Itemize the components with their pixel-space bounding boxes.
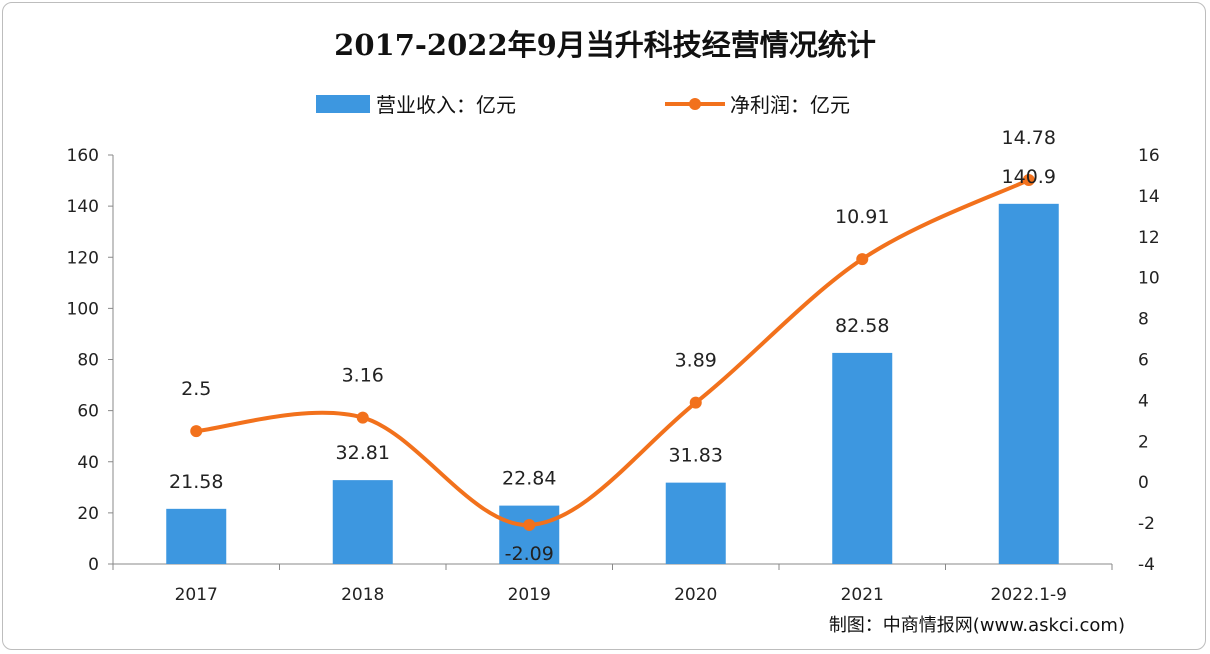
legend-line-label: 净利润：亿元 <box>730 93 850 117</box>
bar-2017 <box>166 508 227 564</box>
line-point-2020 <box>689 396 702 409</box>
x-tick-label: 2022.1-9 <box>991 585 1067 605</box>
bar-2018 <box>332 480 393 564</box>
y-right-tick-label: 8 <box>1138 310 1149 330</box>
source-note: 制图：中商情报网(www.askci.com) <box>829 615 1125 636</box>
net-profit-line <box>196 178 1030 527</box>
line-value-label: 3.89 <box>675 350 717 372</box>
y-right-tick-label: 4 <box>1138 391 1149 411</box>
bar-value-label: 21.58 <box>169 471 223 493</box>
legend: 营业收入：亿元 净利润：亿元 <box>316 93 850 117</box>
y-left-tick-label: 40 <box>77 453 99 473</box>
x-tick-label: 2017 <box>175 585 218 605</box>
y-right-tick-label: 16 <box>1138 146 1160 166</box>
y-left-tick-label: 160 <box>67 146 99 166</box>
y-right-tick-label: 2 <box>1138 432 1149 452</box>
bar-value-label: 31.83 <box>669 445 723 467</box>
legend-line-marker <box>689 98 701 110</box>
y-right-tick-label: 14 <box>1138 187 1160 207</box>
bar-value-label: 32.81 <box>336 442 390 464</box>
line-value-label: 2.5 <box>181 378 211 400</box>
y-left-tick-label: 80 <box>77 351 99 371</box>
line-point-2018 <box>356 411 369 424</box>
x-tick-label: 2018 <box>341 585 384 605</box>
y-right-tick-label: 0 <box>1138 473 1149 493</box>
x-tick-label: 2021 <box>841 585 884 605</box>
line-point-2019 <box>523 518 536 531</box>
y-left-tick-label: 140 <box>67 197 99 217</box>
y-right-tick-label: -4 <box>1138 555 1155 575</box>
bar-value-label: 140.9 <box>1002 166 1056 188</box>
y-right-tick-label: 6 <box>1138 351 1149 371</box>
bar-2022.1-9 <box>998 203 1059 564</box>
y-left-tick-label: 60 <box>77 402 99 422</box>
y-left-tick-label: 0 <box>88 555 99 575</box>
line-point-2017 <box>190 425 203 438</box>
y-right-tick-label: 12 <box>1138 228 1160 248</box>
y-right-tick-label: 10 <box>1138 269 1160 289</box>
line-value-label: 3.16 <box>342 365 384 387</box>
line-value-label: 10.91 <box>835 206 889 228</box>
y-left-tick-label: 120 <box>67 248 99 268</box>
y-right-tick-label: -2 <box>1138 514 1155 534</box>
chart-title: 2017-2022年9月当升科技经营情况统计 <box>334 28 876 62</box>
x-tick-label: 2020 <box>674 585 717 605</box>
line-value-label: 14.78 <box>1002 127 1056 149</box>
bar-2019 <box>499 505 560 564</box>
bar-value-label: 82.58 <box>835 315 889 337</box>
x-tick-label: 2019 <box>508 585 551 605</box>
bar-2020 <box>665 482 726 564</box>
line-point-2022.1-9 <box>1022 173 1035 186</box>
y-left-tick-label: 20 <box>77 504 99 524</box>
line-value-label: -2.09 <box>505 543 554 565</box>
legend-bar-label: 营业收入：亿元 <box>376 93 516 117</box>
line-point-2021 <box>856 253 869 266</box>
y-left-tick-label: 100 <box>67 299 99 319</box>
bar-value-label: 22.84 <box>502 468 556 490</box>
legend-bar-swatch <box>316 95 370 113</box>
bar-2021 <box>832 352 893 564</box>
